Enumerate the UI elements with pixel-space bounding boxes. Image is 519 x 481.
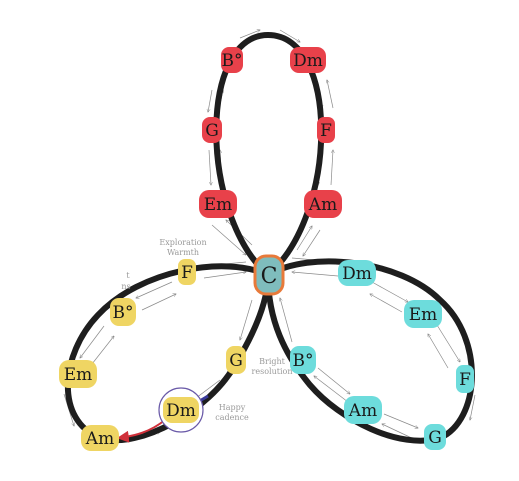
annotation-happy-line1: Happy	[219, 403, 246, 412]
chord-node[interactable]: B°	[221, 47, 243, 73]
chord-label: Em	[64, 365, 93, 385]
chord-label: G	[229, 351, 243, 371]
annotation-happy: Happy cadence	[215, 403, 249, 422]
guide-arrows	[63, 30, 476, 441]
annotation-side-line1: t	[126, 271, 130, 280]
highlight-arrow	[116, 419, 166, 443]
chord-node[interactable]: G	[424, 424, 446, 450]
chord-label: Dm	[342, 264, 372, 284]
chord-label: B°	[222, 51, 243, 71]
chord-label: Em	[204, 195, 233, 215]
chord-label: Am	[85, 429, 114, 449]
chord-label: F	[459, 370, 471, 390]
chord-node[interactable]: B°	[110, 298, 136, 326]
chord-node[interactable]: Em	[59, 360, 97, 388]
annotation-exploration: Exploration Warmth	[159, 238, 206, 257]
loop-paths	[64, 31, 475, 444]
chord-node[interactable]: F	[317, 117, 335, 143]
center-node[interactable]: C	[253, 254, 285, 296]
chord-label: Dm	[293, 51, 323, 71]
chord-node[interactable]: F	[456, 365, 474, 393]
chord-label: B°	[113, 303, 134, 323]
loop-left-nodes: F B° Em Am G Dm	[59, 259, 246, 451]
annotation-happy-line2: cadence	[215, 413, 249, 422]
chord-label: G	[205, 121, 219, 141]
chord-node[interactable]: F	[178, 259, 196, 285]
chord-label: Em	[409, 305, 438, 325]
chord-label: B°	[293, 351, 314, 371]
annotation-bright: Bright resolution	[252, 357, 293, 376]
chord-node[interactable]: Am	[344, 396, 382, 424]
chord-label: Dm	[166, 401, 196, 421]
chord-node[interactable]: Am	[81, 425, 119, 451]
chord-node[interactable]: Am	[304, 190, 342, 218]
chord-node[interactable]: Em	[404, 300, 442, 328]
annotation-side-line2: ns	[121, 282, 130, 291]
annotation-side: t ns	[121, 271, 130, 291]
chord-label: F	[320, 121, 332, 141]
annotation-bright-line2: resolution	[252, 367, 293, 376]
chord-node[interactable]: Dm	[338, 260, 376, 286]
chord-node[interactable]: G	[202, 117, 222, 143]
chord-node[interactable]: B°	[290, 346, 316, 374]
annotation-exploration-line1: Exploration	[159, 238, 206, 247]
chord-label: F	[181, 263, 193, 283]
center-label: C	[261, 264, 278, 289]
annotation-bright-line1: Bright	[259, 357, 286, 366]
annotation-exploration-line2: Warmth	[167, 248, 199, 257]
chord-node[interactable]: Dm	[290, 47, 326, 73]
chord-label: Am	[308, 195, 337, 215]
loop-right-nodes: Dm Em F B° Am G	[290, 260, 474, 450]
chord-node[interactable]: G	[226, 346, 246, 374]
loop-top-nodes: B° Dm G F Em Am	[199, 47, 342, 218]
chord-node-highlighted[interactable]: Dm	[158, 387, 204, 433]
chord-label: Am	[348, 401, 377, 421]
chord-node[interactable]: Em	[199, 190, 237, 218]
chord-label: G	[428, 428, 442, 448]
